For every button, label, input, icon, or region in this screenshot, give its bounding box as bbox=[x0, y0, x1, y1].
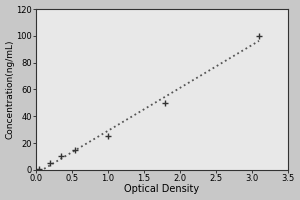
Y-axis label: Concentration(ng/mL): Concentration(ng/mL) bbox=[6, 40, 15, 139]
X-axis label: Optical Density: Optical Density bbox=[124, 184, 200, 194]
